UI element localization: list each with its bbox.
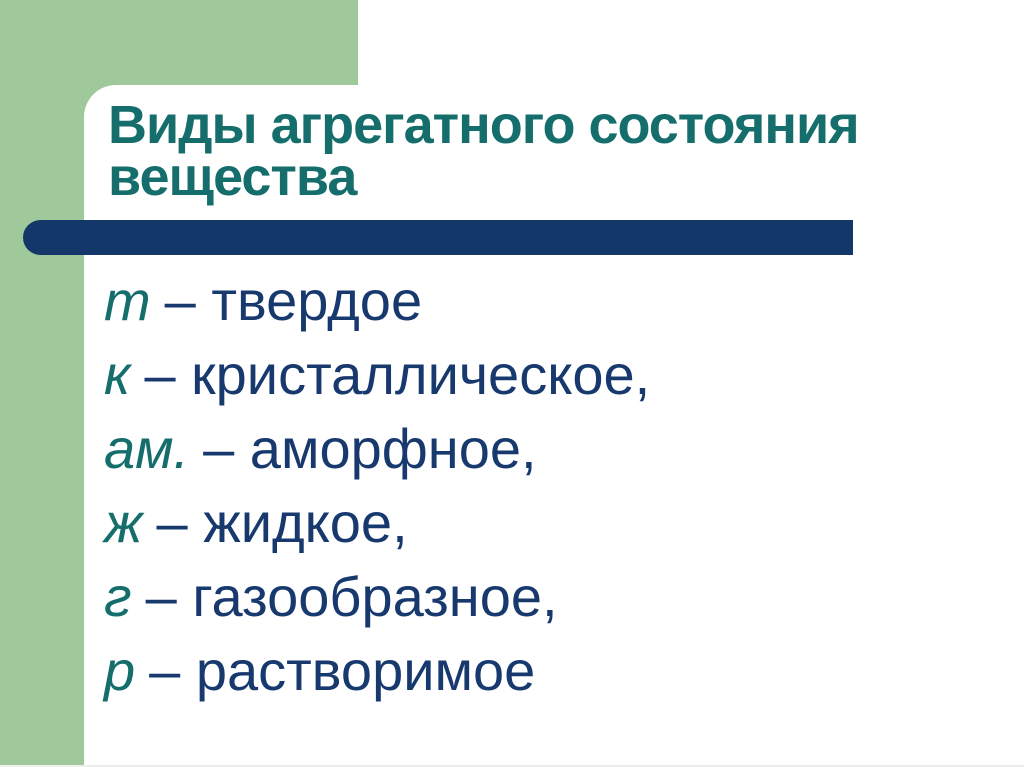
abbreviation: г — [104, 565, 132, 628]
list-item: к – кристаллическое, — [104, 338, 650, 412]
abbreviation: ж — [104, 491, 143, 554]
definitions-list: т – твердое к – кристаллическое, ам. – амор… — [104, 264, 650, 708]
list-item: т – твердое — [104, 264, 650, 338]
list-item: ам. – аморфное, — [104, 412, 650, 486]
definition-text: – растворимое — [149, 639, 536, 702]
abbreviation: ам. — [104, 417, 190, 480]
left-accent-strip — [0, 0, 84, 765]
content-panel — [84, 85, 1024, 765]
abbreviation: р — [104, 639, 136, 702]
slide-title-line-2: вещества — [108, 147, 357, 207]
definition-text: – аморфное, — [203, 417, 537, 480]
list-item: г – газообразное, — [104, 560, 650, 634]
abbreviation: т — [104, 269, 151, 332]
list-item: ж – жидкое, — [104, 486, 650, 560]
top-accent-block — [0, 0, 358, 85]
list-item: р – растворимое — [104, 634, 650, 708]
slide-title: Виды агрегатного состояния вещества — [108, 95, 860, 207]
abbreviation: к — [104, 343, 131, 406]
definition-text: – твердое — [164, 269, 423, 332]
slide-title-line-1: Виды агрегатного состояния — [108, 95, 860, 155]
definition-text: – газообразное, — [145, 565, 558, 628]
definition-text: – кристаллическое, — [144, 343, 651, 406]
definition-text: – жидкое, — [156, 491, 408, 554]
divider-bar — [23, 220, 853, 255]
